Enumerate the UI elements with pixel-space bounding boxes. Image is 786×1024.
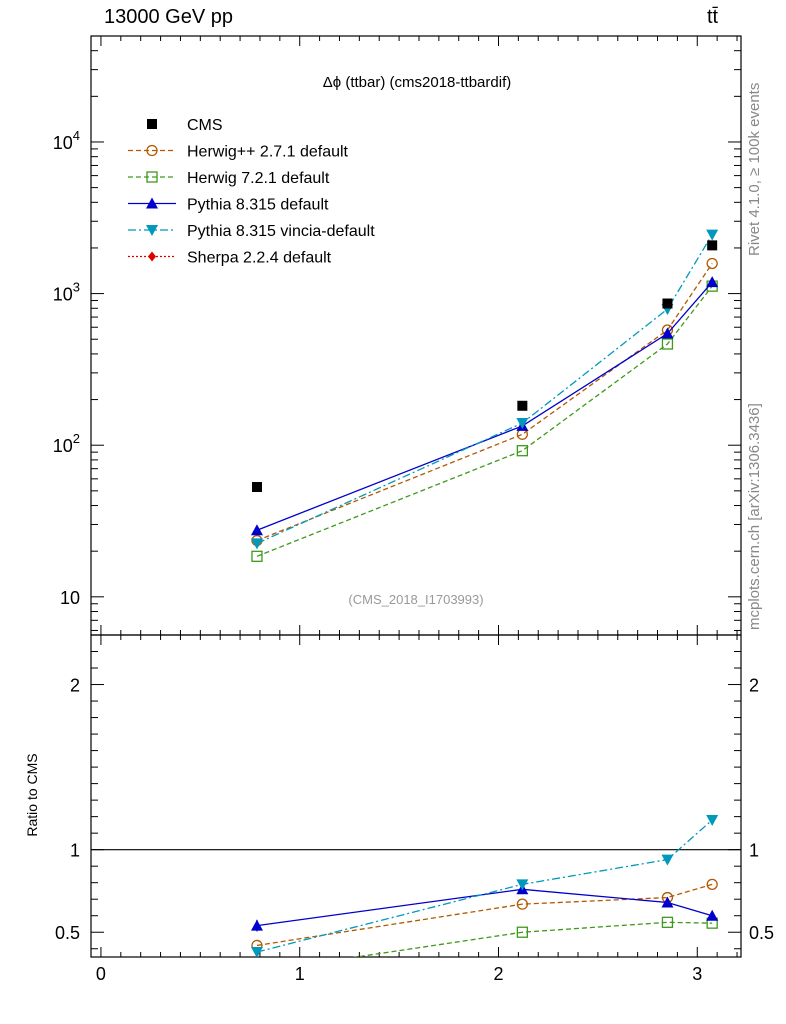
x-tick-label: 2 — [493, 964, 503, 984]
x-tick-label: 0 — [96, 964, 106, 984]
legend: CMS Herwig++ 2.7.1 default Herwig 7.2.1 de… — [128, 117, 375, 267]
series-4-ratio-line — [256, 819, 713, 953]
series-4-ratio-point — [516, 879, 529, 891]
legend-marker — [146, 144, 158, 157]
ratio-y-axis-label: Ratio to CMS — [24, 753, 40, 836]
ratio-y-tick-label-right: 1 — [749, 841, 759, 861]
main-y-tick-exponent: 2 — [73, 431, 80, 446]
plot-title: Δϕ (ttbar) (cms2018-ttbardif) — [323, 74, 511, 91]
series-1-line — [256, 263, 713, 542]
watermark-label: (CMS_2018_I1703993) — [348, 592, 483, 607]
cms-data-point — [517, 400, 528, 411]
series-2-point — [251, 550, 263, 562]
series-3-point — [661, 327, 674, 339]
ratio-y-tick-label-right: 2 — [749, 676, 759, 696]
main-y-tick-exponent: 4 — [73, 128, 80, 143]
ratio-plot-frame: 0 1 2 3 0.5 0.5 1 1 2 2 — [55, 634, 774, 984]
ratio-y-tick-label-right: 0.5 — [749, 923, 774, 943]
main-y-tick-label: 10 — [60, 588, 80, 608]
series-1-ratio-point — [706, 878, 718, 890]
main-plot-marks — [250, 229, 719, 562]
main-y-tick-label: 104 — [53, 128, 80, 153]
series-2-line — [256, 285, 713, 557]
series-4-ratio-point — [661, 854, 674, 866]
series-3-point — [250, 524, 263, 536]
ratio-plot-marks — [250, 814, 719, 977]
main-y-tick-exponent: 3 — [73, 280, 80, 295]
series-3-point — [706, 276, 719, 288]
series-4-ratio-point — [706, 814, 719, 826]
series-2-ratio-point — [252, 967, 262, 977]
series-3-line — [256, 281, 713, 531]
cms-data-point — [251, 482, 262, 493]
series-3-ratio-line — [256, 888, 713, 927]
series-3-ratio-point — [706, 909, 719, 921]
series-2-point — [516, 445, 528, 457]
ratio-y-tick-label: 2 — [70, 676, 80, 696]
ratio-y-tick-label: 0.5 — [55, 923, 80, 943]
legend-label: Herwig++ 2.7.1 default — [187, 144, 349, 161]
legend-marker — [146, 171, 158, 183]
legend-label: CMS — [187, 117, 223, 134]
series-3-ratio-point — [661, 896, 674, 908]
legend-marker — [146, 225, 158, 236]
legend-label: Pythia 8.315 vincia-default — [187, 223, 375, 240]
series-2-ratio-line — [352, 921, 713, 957]
ratio-y-tick-label: 1 — [70, 841, 80, 861]
series-4-point — [250, 538, 263, 550]
legend-label: Herwig 7.2.1 default — [187, 170, 330, 187]
legend-marker — [147, 119, 157, 129]
main-y-tick-label: 103 — [53, 280, 80, 305]
series-4-point — [706, 229, 719, 241]
series-1-ratio-point — [516, 898, 528, 910]
energy-label: 13000 GeV pp — [104, 6, 233, 28]
series-2-ratio-point — [661, 916, 674, 928]
main-y-tick-label: 102 — [53, 431, 80, 456]
series-2-point — [661, 338, 674, 350]
legend-marker — [146, 197, 158, 209]
x-tick-label: 3 — [692, 964, 702, 984]
x-tick-label: 1 — [295, 964, 305, 984]
series-1-point — [706, 257, 718, 270]
cms-data-point — [662, 298, 673, 309]
process-label: tt̄ — [707, 6, 719, 28]
ratio-frame-box — [90, 634, 742, 958]
legend-label: Sherpa 2.2.4 default — [187, 250, 332, 267]
series-4-ratio-point — [250, 947, 263, 957]
series-4-line — [256, 234, 713, 545]
cms-data-point — [707, 240, 718, 251]
series-2-ratio-point — [516, 926, 528, 938]
legend-marker — [148, 251, 156, 262]
legend-label: Pythia 8.315 default — [187, 197, 329, 214]
series-4-point — [516, 418, 529, 430]
